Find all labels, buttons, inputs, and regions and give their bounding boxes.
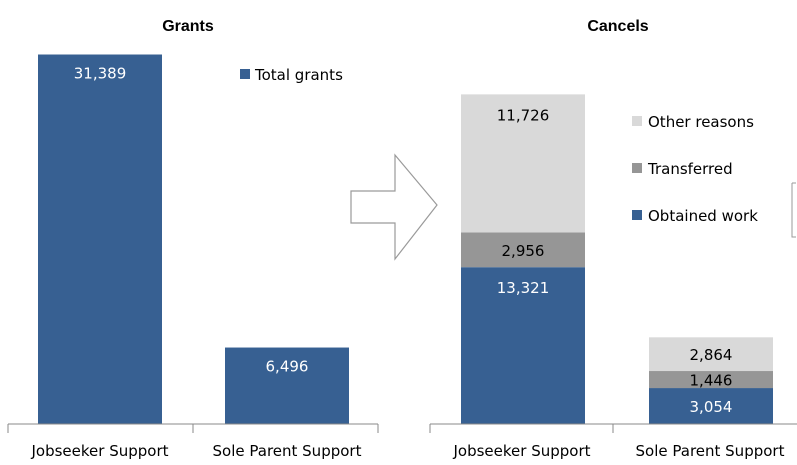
cancels-bar-segment [649,371,773,389]
cancels-bar-segment [461,94,585,233]
cancels-bar-segment [461,232,585,268]
cancels-bar-segment [461,267,585,424]
grants-legend: Total grants [240,66,343,84]
legend-label-other-reasons: Other reasons [648,113,754,131]
cancels-data-label: 1,446 [690,372,733,390]
cancels-data-label: 13,321 [497,279,550,297]
legend-swatch-transferred [632,163,642,173]
legend-label-obtained-work: Obtained work [648,207,758,225]
legend-swatch-total-grants [240,69,250,79]
legend-swatch-obtained-work [632,210,642,220]
grants-bar [225,347,349,424]
cancels-legend: Other reasons Transferred Obtained work [632,113,796,238]
grants-chart: Grants 31,389 6,496 Jobseeker Support Sol… [7,18,379,460]
legend-label-total-grants: Total grants [254,66,343,84]
cancels-data-label: 11,726 [497,106,550,124]
cancels-data-label: 2,956 [502,242,545,260]
grants-data-label: 6,496 [266,358,309,376]
legend-bracket [791,182,796,238]
cancels-chart: Cancels 13,321 2,956 11,726 3,054 1,446 2,864… [429,18,797,460]
grants-x-tick-label: Jobseeker Support [30,442,168,460]
cancels-x-tick-label: Sole Parent Support [636,442,785,460]
grants-data-label: 31,389 [74,65,127,83]
grants-bar [38,54,162,425]
legend-label-transferred: Transferred [647,160,733,178]
cancels-bar-segment [649,388,773,424]
cancels-title: Cancels [587,18,648,35]
legend-swatch-other-reasons [632,116,642,126]
cancels-data-label: 2,864 [690,346,733,364]
right-arrow-outline-icon [350,153,438,261]
cancels-x-tick-label: Jobseeker Support [452,442,590,460]
cancels-bar-segment [649,337,773,372]
cancels-data-label: 3,054 [690,398,733,416]
grants-x-tick-label: Sole Parent Support [213,442,362,460]
grants-title: Grants [162,18,214,35]
